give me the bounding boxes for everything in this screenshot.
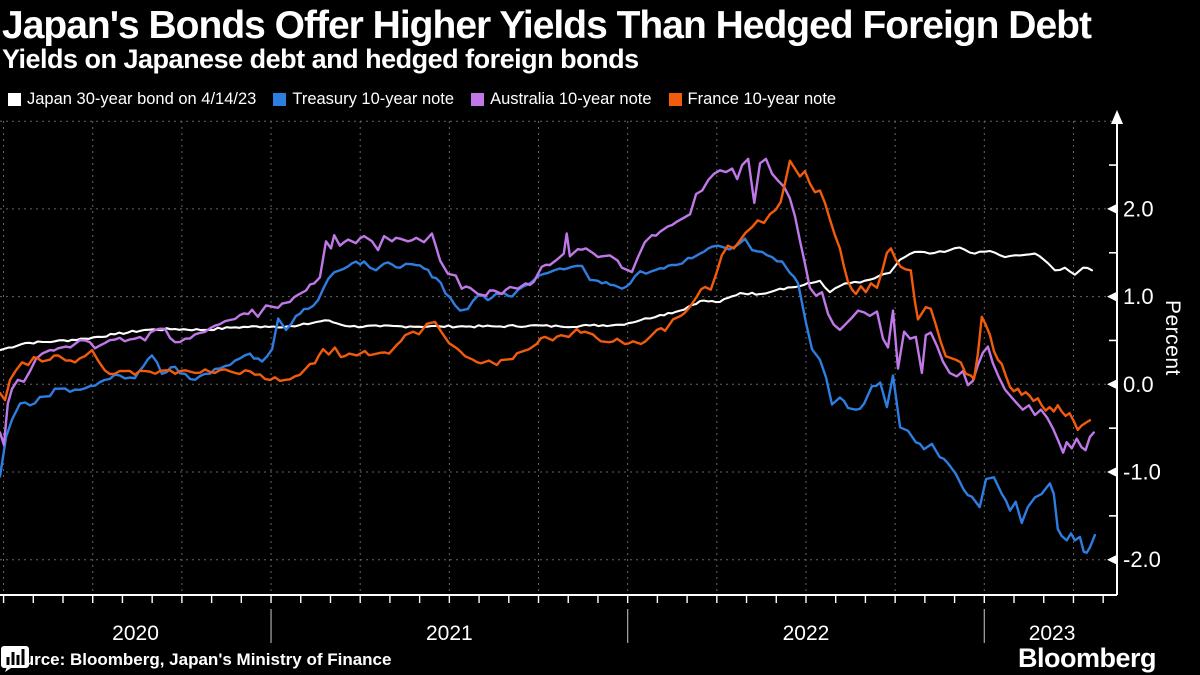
page-title: Japan's Bonds Offer Higher Yields Than H… [2,4,1092,47]
y-axis-major-tick [1107,467,1117,477]
legend-swatch-icon [273,93,287,106]
y-axis-major-tick [1107,291,1117,302]
y-axis-major-tick [1107,379,1117,390]
y-axis-label: Percent [1161,300,1184,376]
bloomberg-wordmark: Bloomberg [1017,643,1157,673]
x-axis-year-label: 2020 [112,622,159,645]
legend-item-1: Treasury 10-year note [273,90,454,109]
chart-legend: Japan 30-year bond on 4/14/23 Treasury 10… [8,90,836,109]
legend-item-2: Australia 10-year note [471,90,652,109]
legend-label: France 10-year note [687,90,837,108]
legend-label: Japan 30-year bond on 4/14/23 [27,90,257,108]
y-axis-tick-label: 0.0 [1123,372,1154,397]
y-axis-major-tick [1107,203,1117,214]
x-axis-year-label: 2022 [783,622,830,645]
legend-item-3: France 10-year note [668,90,837,109]
y-axis-major-tick [1107,554,1117,565]
legend-swatch-icon [471,93,485,106]
y-axis-tick-label: 1.0 [1123,284,1154,309]
y-axis-tick-label: 2.0 [1123,196,1154,221]
series-line-3 [0,159,1092,432]
y-axis-tick-label: -1.0 [1123,460,1161,485]
legend-swatch-icon [8,93,21,106]
series-line-1 [0,237,1097,554]
legend-label: Australia 10-year note [490,90,652,108]
source-note: Source: Bloomberg, Japan's Ministry of F… [2,650,392,669]
legend-label: Treasury 10-year note [292,90,455,108]
legend-swatch-icon [668,93,682,106]
series-line-0 [0,246,1094,352]
page-subtitle: Yields on Japanese debt and hedged forei… [2,44,639,74]
series-line-2 [0,157,1095,454]
x-axis-year-label: 2021 [426,622,473,645]
y-axis-arrow-icon [1111,110,1123,124]
x-axis-year-label: 2023 [1029,622,1076,645]
y-axis-tick-label: -2.0 [1123,547,1161,572]
legend-item-0: Japan 30-year bond on 4/14/23 [8,90,256,109]
